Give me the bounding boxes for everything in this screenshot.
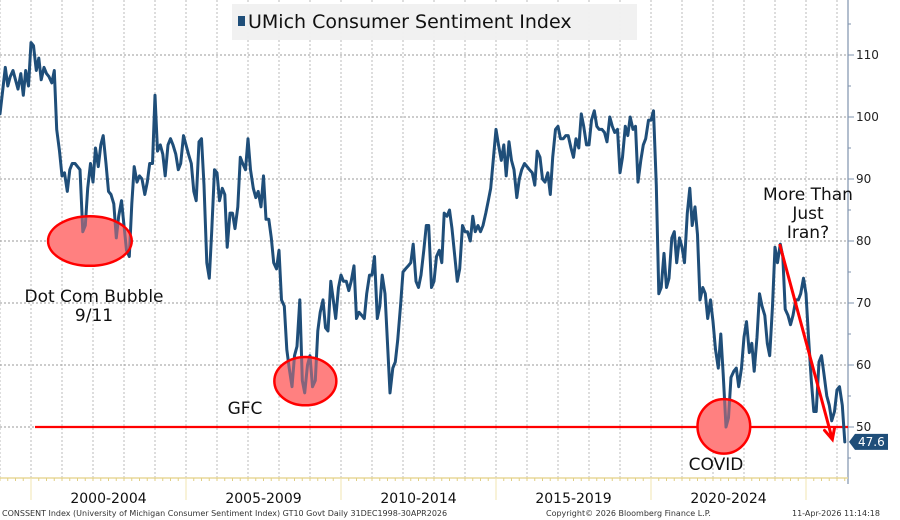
series-group (0, 41, 847, 444)
x-period-label: 2010-2014 (380, 491, 456, 507)
y-tick-label: 100 (856, 110, 879, 124)
series-line (0, 41, 847, 444)
annotation-arrow-shaft (778, 243, 834, 440)
footer-timestamp: 11-Apr-2026 11:14:18 (792, 509, 880, 518)
legend-swatch (238, 16, 245, 26)
annotation-ellipse (696, 397, 752, 455)
footer-copyright: Copyright© 2026 Bloomberg Finance L.P. (546, 509, 711, 518)
annotation-label-line: Just (791, 204, 824, 224)
annotation-label-line: COVID (689, 455, 744, 475)
annotation-label: COVID (689, 455, 744, 475)
legend-box (232, 4, 637, 40)
y-tick-label: 90 (856, 172, 871, 186)
annotation-label-line: Dot Com Bubble (25, 287, 164, 307)
y-tick-label: 50 (856, 420, 871, 434)
annotation-labels: Dot Com Bubble 9/11 GFC COVID More Than Just I… (25, 185, 853, 475)
legend: UMich Consumer Sentiment Index (232, 4, 637, 40)
y-tick-label: 60 (856, 358, 871, 372)
annotation-ellipse (273, 355, 338, 407)
last-value-label: 47.6 (858, 435, 885, 449)
footer: CONSSENT Index (University of Michigan C… (2, 509, 880, 518)
annotation-label: More Than Just Iran? (763, 185, 853, 243)
annotation-ellipse (46, 214, 133, 268)
annotation-ellipse-fill (48, 216, 132, 266)
y-tick-label: 70 (856, 296, 871, 310)
x-period-label: 2000-2004 (70, 491, 146, 507)
x-period-label: 2005-2009 (225, 491, 301, 507)
annotation-label-line: 9/11 (75, 306, 113, 326)
annotation-arrow-head (822, 426, 837, 443)
x-period-label: 2020-2024 (690, 491, 766, 507)
annotation-ellipse-overlays (46, 214, 752, 455)
last-value-badge-shape (849, 433, 888, 450)
y-tick-label: 80 (856, 234, 871, 248)
y-axis: 50 60 70 80 90 100 110 (847, 0, 879, 484)
annotation-label: Dot Com Bubble 9/11 (25, 287, 164, 326)
annotation-label: GFC (228, 399, 263, 419)
annotation-label-line: More Than (763, 185, 853, 205)
annotation-ellipse-fill (697, 399, 751, 454)
last-value-badge: 47.6 (849, 433, 888, 450)
annotation-label-line: Iran? (787, 223, 829, 243)
x-period-label: 2015-2019 (535, 491, 611, 507)
x-axis: 2000-2004 2005-2009 2010-2014 2015-2019 2020… (0, 477, 848, 507)
y-tick-label: 110 (856, 48, 879, 62)
annotation-arrows (778, 243, 837, 443)
annotation-label-line: GFC (228, 399, 263, 419)
legend-label: UMich Consumer Sentiment Index (248, 11, 572, 33)
footer-source: CONSSENT Index (University of Michigan C… (2, 509, 447, 518)
